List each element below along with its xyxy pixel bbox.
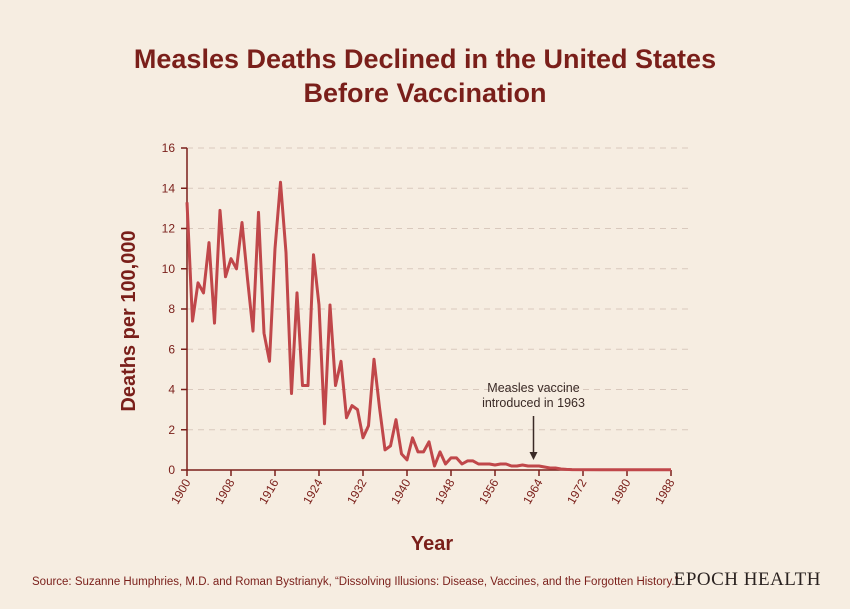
y-tick-label-8: 8 <box>168 302 175 316</box>
y-tick-label-2: 2 <box>168 423 175 437</box>
x-tick-label-1908: 1908 <box>212 476 238 506</box>
annotation-text-line1: Measles vaccine <box>487 381 579 395</box>
chart-title-line2: Before Vaccination <box>303 78 547 108</box>
x-axis-ticks: 1900 1908 1916 1924 1932 1940 1948 1956 1964 1972… <box>168 470 678 507</box>
y-tick-label-6: 6 <box>168 342 175 356</box>
x-tick-label-1980: 1980 <box>608 476 634 506</box>
x-tick-label-1964: 1964 <box>520 476 546 506</box>
source-note: Source: Suzanne Humphries, M.D. and Roma… <box>32 576 679 588</box>
y-tick-label-0: 0 <box>168 463 175 477</box>
series-line-measles-deaths <box>185 180 671 472</box>
annotation-text-line2: introduced in 1963 <box>482 396 585 410</box>
x-tick-label-1972: 1972 <box>564 476 590 506</box>
x-tick-label-1940: 1940 <box>388 476 414 506</box>
x-tick-label-1900: 1900 <box>168 476 194 506</box>
y-axis-ticks: 0 2 4 6 8 10 12 14 16 <box>162 141 187 477</box>
y-tick-label-12: 12 <box>162 222 176 236</box>
y-tick-label-10: 10 <box>162 262 176 276</box>
annotation-arrowhead <box>529 452 538 460</box>
brand-logo: EPOCH HEALTH <box>673 569 821 590</box>
x-tick-label-1924: 1924 <box>300 476 326 506</box>
x-tick-label-1932: 1932 <box>344 476 370 506</box>
x-axis-label: Year <box>411 533 453 555</box>
x-tick-label-1948: 1948 <box>432 476 458 506</box>
x-tick-label-1956: 1956 <box>476 476 502 506</box>
y-tick-label-16: 16 <box>162 141 176 155</box>
y-axis-label: Deaths per 100,000 <box>118 230 140 411</box>
y-tick-label-14: 14 <box>162 181 176 195</box>
chart-title-line1: Measles Deaths Declined in the United St… <box>133 44 717 74</box>
x-tick-label-1988: 1988 <box>652 476 678 506</box>
y-tick-label-4: 4 <box>168 383 175 397</box>
x-tick-label-1916: 1916 <box>256 476 282 506</box>
